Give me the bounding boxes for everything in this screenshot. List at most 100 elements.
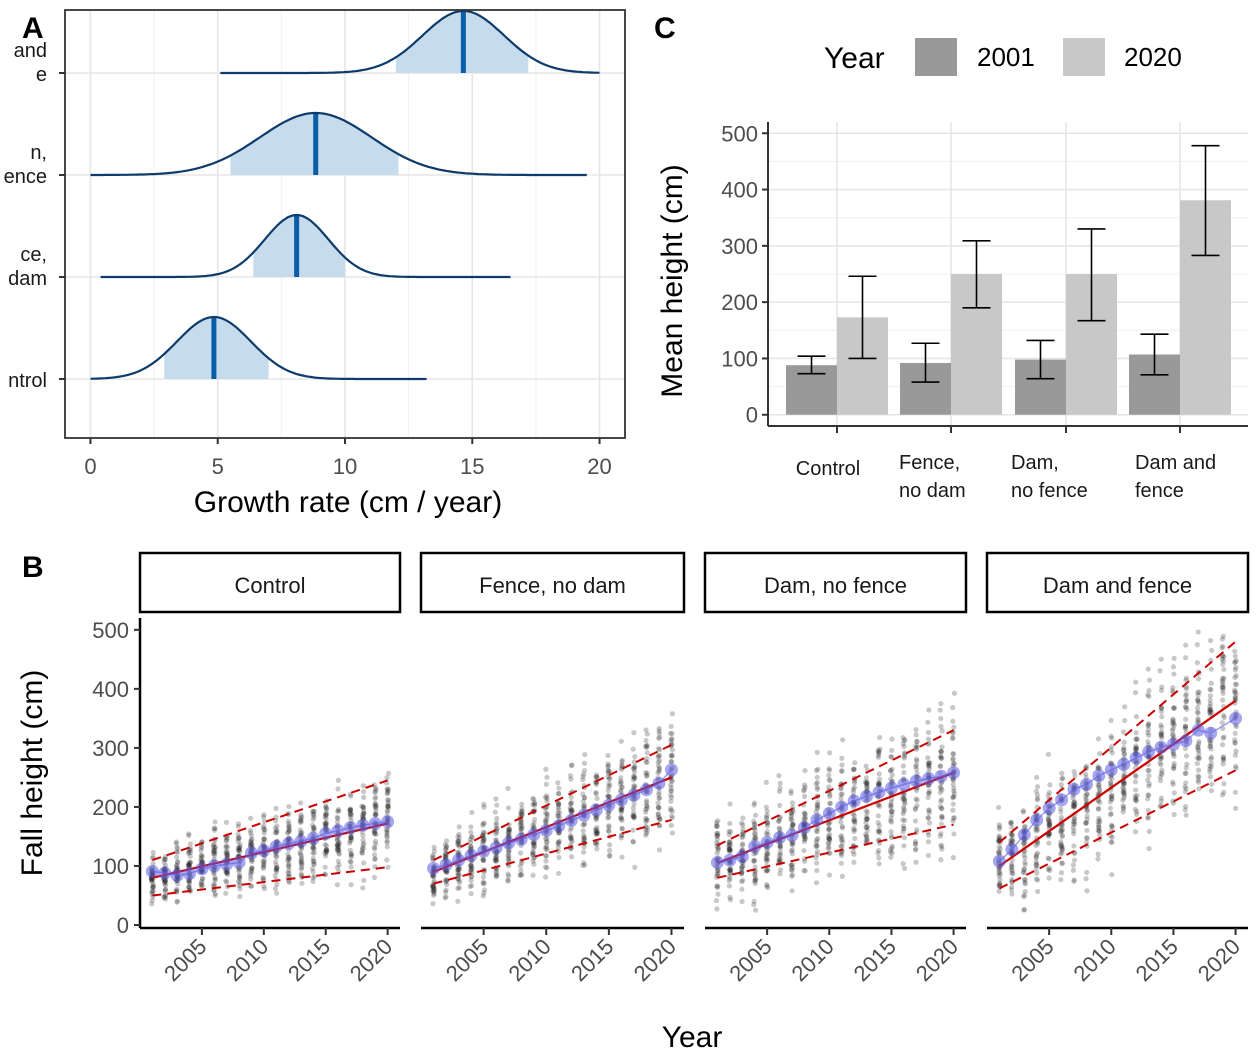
data-point: [274, 827, 280, 833]
data-point: [211, 847, 217, 853]
data-point: [430, 874, 436, 880]
data-point: [1158, 798, 1164, 804]
data-point: [789, 841, 795, 847]
mean-point: [735, 850, 749, 864]
data-point: [763, 816, 770, 822]
data-point: [776, 857, 782, 863]
data-point: [888, 846, 894, 853]
data-point: [752, 880, 758, 887]
data-point: [569, 838, 575, 844]
data-point: [1158, 795, 1164, 801]
data-point: [1071, 843, 1077, 849]
data-point: [1196, 751, 1202, 757]
data-point: [174, 854, 180, 860]
data-point: [385, 864, 391, 870]
data-point: [569, 762, 575, 768]
data-point: [1096, 824, 1102, 830]
data-point: [1059, 843, 1065, 849]
data-point: [1035, 827, 1041, 833]
data-point: [1058, 824, 1064, 830]
data-point: [1095, 782, 1101, 788]
y-tick-label: 100: [92, 854, 129, 879]
data-point: [643, 737, 649, 744]
y-category-label: dam: [8, 268, 47, 290]
data-point: [1171, 705, 1177, 711]
data-point: [531, 844, 538, 850]
data-point: [235, 878, 242, 885]
data-point: [789, 851, 796, 857]
data-point: [913, 746, 919, 752]
data-point: [557, 815, 563, 821]
data-point: [531, 841, 537, 847]
data-point: [950, 757, 956, 763]
data-point: [334, 837, 340, 844]
data-point: [468, 862, 474, 868]
data-point: [1109, 750, 1115, 756]
data-point: [1195, 697, 1201, 703]
x-tick-label: 2010: [503, 934, 555, 986]
data-point: [456, 843, 462, 850]
data-point: [1195, 746, 1201, 752]
data-point: [826, 840, 832, 846]
data-point: [814, 851, 820, 857]
data-point: [236, 845, 242, 851]
data-point: [285, 829, 291, 835]
data-point: [235, 836, 241, 842]
data-point: [714, 868, 721, 874]
data-point: [150, 884, 156, 891]
data-point: [938, 723, 944, 730]
data-point: [789, 861, 795, 868]
data-point: [149, 897, 155, 904]
data-point: [198, 843, 204, 849]
data-point: [186, 884, 192, 890]
data-point: [1219, 643, 1226, 649]
data-point: [1071, 831, 1077, 837]
data-point: [619, 784, 625, 791]
data-point: [468, 824, 474, 830]
data-point: [643, 727, 649, 733]
data-point: [901, 825, 907, 832]
data-point: [384, 844, 390, 850]
data-point: [468, 839, 474, 845]
data-point: [728, 865, 734, 872]
data-point: [199, 845, 205, 851]
data-point: [1220, 697, 1226, 703]
data-point: [323, 806, 329, 813]
data-point: [1158, 755, 1164, 762]
data-point: [851, 828, 857, 834]
data-point: [1121, 795, 1127, 801]
data-point: [1171, 705, 1178, 711]
data-point: [1009, 838, 1016, 844]
data-point: [802, 811, 808, 818]
data-point: [996, 873, 1002, 879]
data-point: [1195, 692, 1201, 698]
data-point: [1058, 842, 1064, 848]
data-point: [186, 831, 192, 837]
data-point: [211, 841, 217, 847]
data-point: [1083, 820, 1089, 826]
data-point: [518, 810, 524, 816]
data-point: [569, 808, 575, 815]
data-point: [838, 833, 845, 839]
data-point: [1221, 675, 1227, 682]
data-point: [632, 754, 638, 760]
data-point: [876, 827, 882, 833]
data-point: [493, 854, 500, 860]
data-point: [1058, 805, 1064, 812]
data-point: [348, 834, 354, 840]
data-point: [726, 828, 732, 835]
data-point: [455, 838, 461, 845]
data-point: [1083, 763, 1090, 769]
mean-point: [244, 846, 258, 860]
x-tick-label: 2010: [221, 934, 273, 986]
data-point: [323, 847, 329, 853]
data-point: [1046, 821, 1052, 828]
data-point: [1196, 739, 1202, 745]
data-point: [310, 845, 316, 851]
data-point: [644, 731, 650, 737]
data-point: [1159, 771, 1165, 778]
data-point: [323, 812, 329, 818]
data-point: [373, 802, 379, 808]
data-point: [323, 850, 329, 856]
data-point: [360, 789, 367, 795]
